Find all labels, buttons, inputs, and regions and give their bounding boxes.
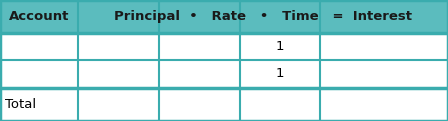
Bar xyxy=(78,0,159,33)
Bar xyxy=(159,0,240,33)
Bar xyxy=(159,88,240,121)
Text: 1: 1 xyxy=(276,40,284,53)
Bar xyxy=(0,60,78,88)
Bar xyxy=(0,0,78,33)
Bar xyxy=(0,33,78,60)
Text: Account: Account xyxy=(9,10,69,23)
Bar xyxy=(78,88,159,121)
Bar xyxy=(159,60,240,88)
Bar xyxy=(240,60,320,88)
Text: Principal  •   Rate   •   Time   =  Interest: Principal • Rate • Time = Interest xyxy=(114,10,412,23)
Bar xyxy=(78,33,159,60)
Bar xyxy=(320,0,448,33)
Bar xyxy=(320,60,448,88)
Bar xyxy=(78,60,159,88)
Bar xyxy=(320,88,448,121)
Bar xyxy=(240,88,320,121)
Bar xyxy=(240,0,320,33)
Bar xyxy=(159,33,240,60)
Bar xyxy=(0,88,78,121)
Bar xyxy=(240,33,320,60)
Bar xyxy=(320,33,448,60)
Text: Total: Total xyxy=(5,98,36,111)
Text: 1: 1 xyxy=(276,67,284,80)
